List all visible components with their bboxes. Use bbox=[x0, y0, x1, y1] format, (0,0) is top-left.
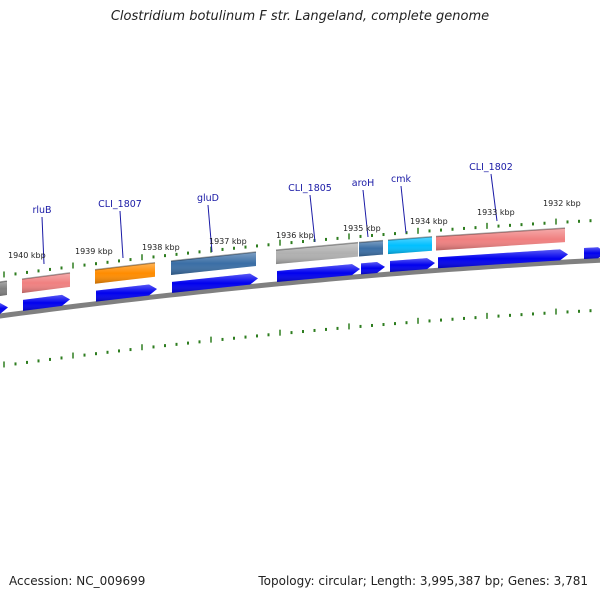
cds-arrow-shading bbox=[0, 303, 8, 314]
inner-kbp-ticks bbox=[3, 308, 592, 368]
kbp-label: 1940 kbp bbox=[8, 251, 46, 260]
cds-arrow-shading bbox=[277, 264, 360, 282]
gene-label-aroh: aroH bbox=[352, 178, 374, 189]
kbp-label: 1936 kbp bbox=[276, 231, 314, 240]
cds-arrow-shading bbox=[172, 273, 258, 293]
gene-label-cli-1805: CLI_1805 bbox=[288, 183, 332, 194]
feature-box-edge bbox=[435, 227, 566, 238]
gene-label-leader bbox=[362, 189, 369, 238]
feature-box-edge bbox=[387, 235, 433, 241]
gene-label-leader bbox=[207, 204, 213, 253]
genome-summary: Topology: circular; Length: 3,995,387 bp… bbox=[258, 574, 588, 588]
gene-label-cmk: cmk bbox=[391, 174, 411, 185]
map-title: Clostridium botulinum F str. Langeland, … bbox=[110, 9, 490, 24]
feature-box-shading bbox=[359, 240, 383, 257]
cds-strand-features bbox=[0, 247, 600, 314]
cds-arrow-shading bbox=[438, 249, 568, 269]
kbp-labels: 1940 kbp 1939 kbp 1938 kbp 1937 kbp 1936 kbp… bbox=[8, 199, 581, 260]
forward-strand-features bbox=[0, 227, 566, 297]
feature-box-edge bbox=[358, 239, 384, 244]
feature-box-shading bbox=[0, 281, 7, 297]
feature-box-shading bbox=[276, 242, 358, 265]
kbp-label: 1933 kbp bbox=[477, 208, 515, 217]
cds-arrow-shading bbox=[361, 262, 385, 275]
feature-box-shading bbox=[436, 228, 565, 251]
gene-label-leader bbox=[309, 194, 316, 243]
cds-arrow-shading bbox=[584, 247, 600, 260]
gene-labels: rluB CLI_1807 gluD CLI_1805 aroH cmk CLI_1802 bbox=[32, 162, 513, 265]
feature-box-edge bbox=[0, 280, 8, 283]
kbp-label: 1934 kbp bbox=[410, 217, 448, 226]
kbp-label: 1939 kbp bbox=[75, 247, 113, 256]
gene-label-leader bbox=[490, 173, 498, 222]
gene-label-glud: gluD bbox=[197, 193, 219, 204]
feature-box-shading bbox=[171, 252, 256, 275]
kbp-label: 1935 kbp bbox=[343, 224, 381, 233]
gene-label-rlub: rluB bbox=[32, 205, 51, 216]
genome-backbone bbox=[0, 257, 600, 319]
accession-label: Accession: NC_009699 bbox=[9, 574, 146, 588]
kbp-label: 1932 kbp bbox=[543, 199, 581, 208]
feature-box-edge bbox=[21, 272, 71, 280]
gene-label-leader bbox=[41, 216, 45, 265]
feature-box-shading bbox=[22, 272, 70, 294]
feature-box-edge bbox=[275, 241, 359, 251]
feature-box-shading bbox=[95, 262, 155, 284]
feature-box-edge bbox=[170, 251, 257, 262]
gene-label-leader bbox=[119, 210, 124, 259]
gene-label-leader bbox=[400, 185, 407, 234]
feature-box-edge bbox=[94, 262, 156, 271]
feature-box-shading bbox=[388, 236, 432, 255]
kbp-label: 1938 kbp bbox=[142, 243, 180, 252]
gene-label-cli-1807: CLI_1807 bbox=[98, 199, 142, 210]
cds-arrow-shading bbox=[96, 284, 157, 302]
kbp-label: 1937 kbp bbox=[209, 237, 247, 246]
cds-arrow-shading bbox=[23, 294, 70, 311]
gene-label-cli-1802: CLI_1802 bbox=[469, 162, 513, 173]
outer-kbp-ticks bbox=[3, 218, 592, 278]
cds-arrow-shading bbox=[390, 258, 435, 272]
